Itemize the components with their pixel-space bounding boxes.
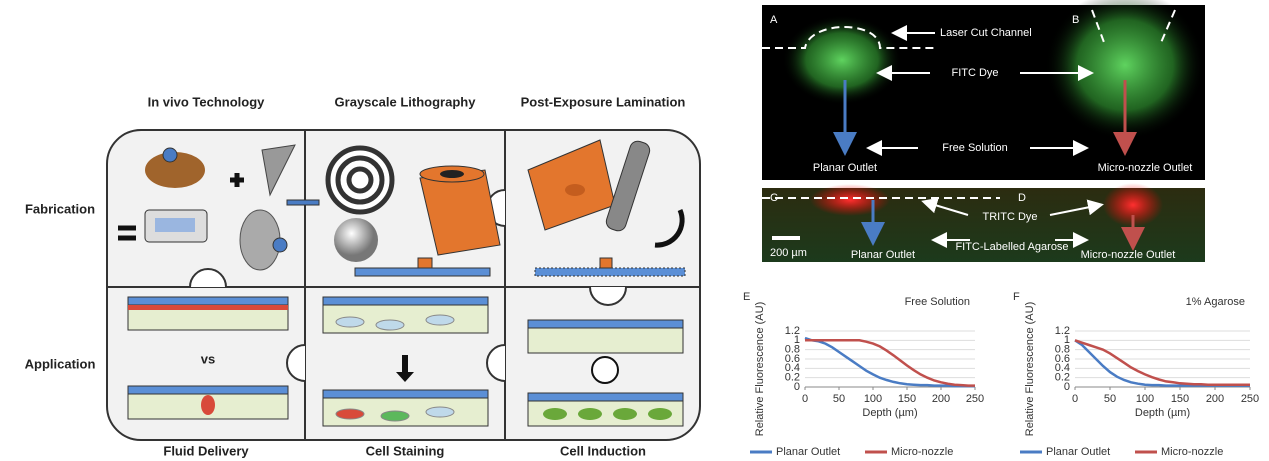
slide-icon (287, 200, 319, 205)
nozzle-hole (440, 170, 464, 178)
x-tick-label: 50 (833, 393, 845, 405)
cell-icon (381, 411, 409, 421)
x-tick-label: 150 (898, 393, 916, 405)
x-tick-label: 100 (864, 393, 882, 405)
slide-icon (528, 393, 683, 401)
dye-drop (201, 395, 215, 415)
dye-glow (782, 15, 902, 105)
grayscale-mask (349, 169, 371, 191)
image-label: Planar Outlet (813, 162, 877, 174)
image-label: Micro-nozzle Outlet (1081, 249, 1176, 261)
mouse-icon (240, 210, 280, 270)
annotation: Free Solution (905, 296, 970, 308)
x-tick-label: 200 (932, 393, 950, 405)
y-axis-label: Relative Fluorescence (AU) (754, 302, 766, 437)
y-axis-label: Relative Fluorescence (AU) (1024, 302, 1036, 437)
micrograph-top: A B Laser Cut Channel FITC Dye Free Solu… (762, 0, 1205, 180)
x-tick-label: 200 (1206, 393, 1224, 405)
x-tick-label: 0 (802, 393, 808, 405)
cell-icon (543, 408, 567, 420)
nozzle-small (600, 258, 612, 268)
legend-label: Planar Outlet (1046, 446, 1110, 458)
row-label: Fabrication (25, 201, 95, 216)
cell-icon (336, 317, 364, 327)
schematic: In vivo Technology Grayscale Lithography… (25, 94, 700, 458)
annotation: 1% Agarose (1186, 296, 1245, 308)
pump-screen (155, 218, 195, 232)
x-axis-label: Depth (µm) (1135, 407, 1190, 419)
implant-icon (163, 148, 177, 162)
column-label: Cell Staining (366, 443, 445, 458)
dye-layer (128, 305, 288, 310)
column-label: Grayscale Lithography (335, 94, 477, 109)
image-label: Laser Cut Channel (940, 27, 1032, 39)
column-label: Post-Exposure Lamination (521, 94, 686, 109)
dye-glow (810, 184, 890, 216)
slide-icon (323, 297, 488, 305)
slide-icon (323, 390, 488, 398)
panel-letter: C (770, 192, 778, 204)
sphere-icon (334, 218, 378, 262)
x-tick-label: 100 (1136, 393, 1154, 405)
nozzle-small (418, 258, 432, 268)
cell-icon (613, 408, 637, 420)
scale-label: 200 µm (770, 247, 807, 259)
row-label: Application (25, 356, 96, 371)
image-label: FITC Dye (951, 67, 998, 79)
x-tick-label: 150 (1171, 393, 1189, 405)
micrograph-bottom: C D TRITC Dye FITC-Labelled Agarose Plan… (762, 183, 1205, 262)
x-tick-label: 250 (966, 393, 984, 405)
image-label: FITC-Labelled Agarose (955, 241, 1068, 253)
slide-icon (535, 268, 685, 276)
x-tick-label: 0 (1072, 393, 1078, 405)
cell-icon (336, 409, 364, 419)
panel-letter: A (770, 14, 778, 26)
y-tick-label: 1.2 (1055, 325, 1070, 337)
legend-label: Micro-nozzle (1161, 446, 1223, 458)
y-tick-label: 1.2 (785, 325, 800, 337)
column-label: In vivo Technology (148, 94, 266, 109)
panel-letter: E (743, 291, 750, 303)
cell-icon (376, 320, 404, 330)
cell-icon (426, 315, 454, 325)
cell-icon (648, 408, 672, 420)
cell-icon (426, 407, 454, 417)
x-tick-label: 50 (1104, 393, 1116, 405)
slide-icon (355, 268, 490, 276)
clock-icon (592, 357, 618, 383)
data-line (805, 338, 975, 386)
slide-icon (128, 386, 288, 394)
legend-label: Planar Outlet (776, 446, 840, 458)
slide-icon (528, 320, 683, 328)
panel-letter: F (1013, 291, 1020, 303)
slide-icon (128, 297, 288, 305)
data-line (1075, 340, 1250, 385)
panel-letter: D (1018, 192, 1026, 204)
column-label: Fluid Delivery (163, 443, 249, 458)
column-label: Cell Induction (560, 443, 646, 458)
panel-letter: B (1072, 14, 1079, 26)
x-axis-label: Depth (µm) (862, 407, 917, 419)
implant-icon (273, 238, 287, 252)
x-tick-label: 250 (1241, 393, 1259, 405)
scale-bar (772, 236, 800, 240)
vs-label: vs (201, 351, 215, 366)
image-label: Micro-nozzle Outlet (1098, 162, 1193, 174)
image-label: Planar Outlet (851, 249, 915, 261)
film-hole (565, 184, 585, 196)
image-label: TRITC Dye (983, 211, 1038, 223)
image-label: Free Solution (942, 142, 1007, 154)
figure: In vivo Technology Grayscale Lithography… (0, 0, 1269, 461)
cell-icon (578, 408, 602, 420)
legend-label: Micro-nozzle (891, 446, 953, 458)
dish-icon (528, 328, 683, 353)
